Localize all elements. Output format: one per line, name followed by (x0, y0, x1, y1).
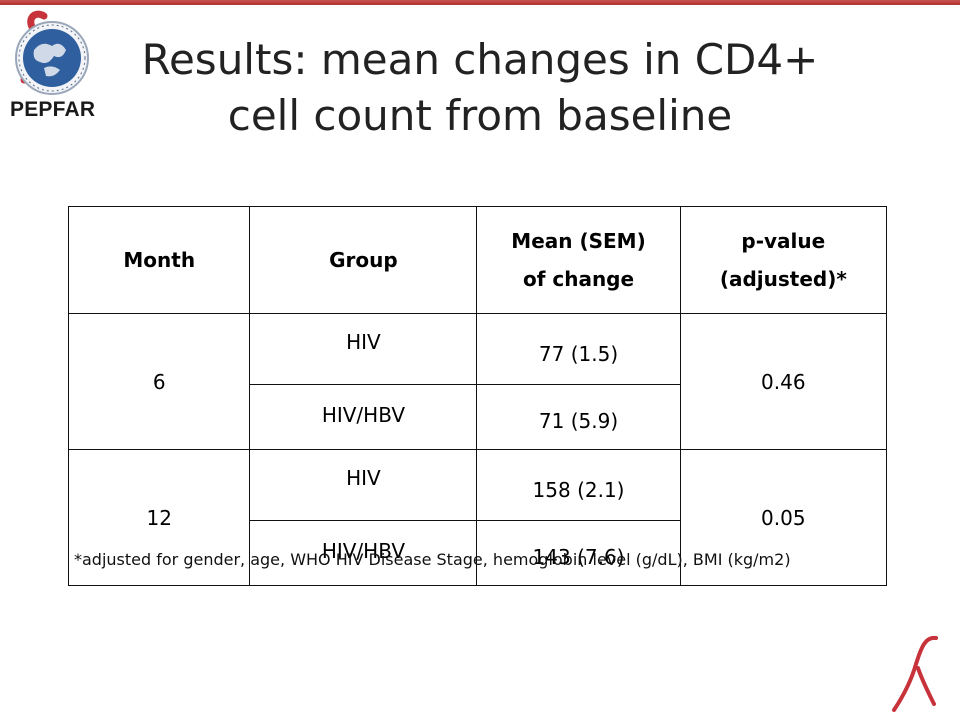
logo-text: PEPFAR (10, 98, 96, 121)
pepfar-seal-icon (15, 10, 89, 95)
table-row: 12 HIV 158 (2.1) 0.05 (67, 449, 888, 586)
top-accent-bar (0, 0, 960, 5)
cell-month: 12 (67, 449, 251, 586)
cell-group: HIV/HBV (249, 384, 478, 450)
cell-mean: 77 (1.5) (476, 313, 681, 385)
table-row: HIV/HBV 143 (7.6) (69, 520, 887, 586)
table-footnote: *adjusted for gender, age, WHO HIV Disea… (74, 550, 791, 569)
table-header-row: Month Group Mean (SEM) of change p-value… (67, 206, 888, 314)
cell-group: HIV (249, 313, 478, 385)
header-p-value: p-value (adjusted)* (679, 206, 888, 314)
cell-month: 6 (67, 313, 251, 450)
cell-group: HIV (249, 449, 478, 521)
red-ribbon-icon (892, 635, 938, 712)
results-table: Month Group Mean (SEM) of change p-value… (67, 206, 888, 586)
header-group: Group (249, 206, 478, 314)
cell-p-value: 0.05 (679, 449, 888, 586)
cell-mean: 71 (5.9) (476, 384, 681, 450)
header-month: Month (67, 206, 251, 314)
cell-group: HIV/HBV (249, 520, 478, 586)
results-table-container: Month Group Mean (SEM) of change p-value… (67, 206, 888, 586)
table-row: 6 HIV 77 (1.5) 0.46 (67, 313, 888, 450)
header-p-text: p-value (adjusted)* (719, 229, 847, 291)
header-mean-text: Mean (SEM) of change (511, 229, 646, 291)
header-mean: Mean (SEM) of change (476, 206, 681, 314)
cell-p-value: 0.46 (679, 313, 888, 450)
cell-mean: 158 (2.1) (476, 449, 681, 521)
pepfar-logo: PEPFAR (4, 10, 100, 121)
slide-title: Results: mean changes in CD4+ cell count… (141, 35, 819, 140)
cell-mean: 143 (7.6) (476, 520, 681, 586)
